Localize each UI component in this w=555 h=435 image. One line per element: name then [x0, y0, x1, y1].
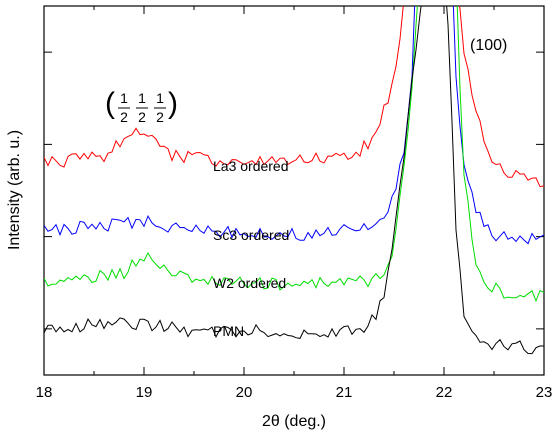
superlattice-den-2: 2 — [138, 109, 146, 125]
x-tick-label: 20 — [236, 384, 253, 401]
series-label-pmn: PMN — [213, 323, 244, 339]
x-tick-labels: 18 19 20 21 22 23 — [36, 384, 553, 401]
series-line-w2-ordered — [44, 6, 544, 303]
x-tick-label: 22 — [436, 384, 453, 401]
series-line-la3-ordered — [44, 6, 544, 188]
series-label-sc3: Sc3 ordered — [213, 227, 289, 243]
superlattice-annotation: ( 1 1 1 2 2 2 ) — [105, 87, 178, 125]
x-tick-label: 21 — [336, 384, 353, 401]
x-tick-label: 18 — [36, 384, 53, 401]
y-axis-label: Intensity (arb. u.) — [6, 130, 23, 250]
superlattice-num-2: 1 — [138, 90, 146, 106]
superlattice-den-1: 2 — [120, 109, 128, 125]
x-axis-ticks — [43, 6, 545, 375]
x-tick-label: 23 — [536, 384, 553, 401]
series-lines — [44, 6, 544, 355]
series-label-la3: La3 ordered — [213, 158, 289, 174]
superlattice-num-3: 1 — [156, 90, 164, 106]
series-line-pmn — [44, 6, 544, 355]
superlattice-open-paren: ( — [105, 87, 115, 120]
series-label-w2: W2 ordered — [213, 275, 286, 291]
x-tick-label: 19 — [136, 384, 153, 401]
y-axis-ticks — [44, 51, 544, 330]
superlattice-den-3: 2 — [156, 109, 164, 125]
x-axis-label: 2θ (deg.) — [262, 413, 326, 430]
superlattice-close-paren: ) — [168, 87, 178, 120]
superlattice-num-1: 1 — [120, 90, 128, 106]
peak-label-100: (100) — [470, 37, 507, 54]
series-line-sc3-ordered — [44, 6, 544, 245]
